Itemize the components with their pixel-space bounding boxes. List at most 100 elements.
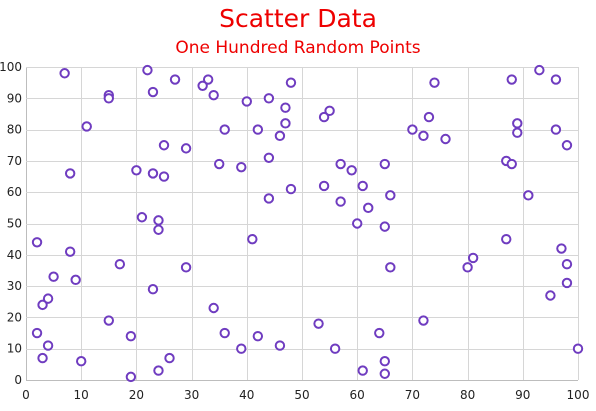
scatter-point [429,77,440,88]
scatter-point [236,161,247,173]
scatter-point [506,74,517,85]
y-tick-label: 60 [7,185,22,199]
x-tick-label: 40 [239,388,254,402]
scatter-point [42,293,54,304]
scatter-point [285,183,297,195]
scatter-point [103,315,115,326]
scatter-point [263,152,275,163]
scatter-point [147,86,159,98]
scatter-point [153,215,164,226]
scatter-point [125,330,137,342]
scatter-point [561,258,573,270]
scatter-point [131,165,142,176]
scatter-point [357,365,368,376]
scatter-point [208,89,219,101]
scatter-point [318,111,330,123]
scatter-point [164,352,175,364]
scatter-point [385,262,396,273]
scatter-point [197,80,208,91]
scatter-point [37,352,48,364]
scatter-point [202,74,214,85]
scatter-point [169,74,181,85]
scatter-point [379,368,390,379]
scatter-point [219,327,230,339]
scatter-point [363,202,374,214]
scatter-point [556,243,567,254]
y-tick-label: 0 [14,373,22,387]
y-tick-label: 90 [7,91,22,105]
scatter-point [114,258,126,270]
scatter-point [274,130,286,142]
scatter-point [352,218,363,229]
scatter-point [313,318,324,329]
scatter-point [142,64,153,76]
scatter-point [561,140,573,151]
scatter-point [241,96,253,107]
scatter-point [423,111,435,123]
scatter-point [147,168,159,179]
scatter-point [523,190,534,201]
scatter-point [335,158,346,170]
scatter-point [318,180,330,192]
scatter-point [280,102,291,113]
x-tick-label: 90 [515,388,530,402]
scatter-point [280,118,291,129]
chart-subtitle: One Hundred Random Points [175,38,420,58]
x-tick-label: 20 [129,388,144,402]
grid [26,67,579,381]
scatter-point [252,330,264,342]
scatter-point [379,356,390,367]
scatter-point [158,171,170,182]
scatter-point [274,340,286,351]
scatter-point [236,343,247,354]
scatter-point [501,233,512,245]
scatter-point [379,158,390,170]
scatter-point [329,343,341,354]
scatter-point [335,196,346,207]
scatter-point [385,190,396,201]
scatter-point [418,130,429,142]
scatter-point [153,365,164,376]
scatter-point [64,168,76,179]
scatter-point [31,237,43,248]
y-tick-label: 70 [7,154,22,168]
scatter-point [506,158,517,170]
x-tick-label: 50 [294,388,309,402]
x-tick-label: 60 [350,388,365,402]
x-tick-label: 10 [74,388,89,402]
scatter-point [440,133,451,145]
y-tick-label: 80 [7,123,22,137]
scatter-point [64,246,76,257]
scatter-point [125,371,137,383]
scatter-point [418,315,429,326]
tick-labels: 0 10 20 30 40 50 60 70 80 90 100 0 10 20 30 40 50 60 70 80 9… [0,60,589,402]
scatter-point [534,64,545,76]
chart-title: Scatter Data [219,4,377,33]
scatter-point [59,68,70,79]
y-tick-label: 40 [7,248,22,262]
y-tick-label: 100 [0,60,22,74]
x-tick-label: 100 [567,388,590,402]
scatter-point [550,124,562,135]
scatter-point [180,262,192,273]
scatter-point [346,165,357,176]
scatter-point [572,343,584,354]
scatter-point [561,277,573,289]
scatter-point [147,284,159,295]
scatter-point [70,274,81,286]
scatter-point [153,224,164,235]
data-points [31,64,584,383]
scatter-point [512,118,523,129]
scatter-point [324,105,335,117]
scatter-point [37,299,48,311]
scatter-point [81,121,92,132]
scatter-point [31,327,43,339]
scatter-point [42,340,54,351]
scatter-point [158,140,170,151]
scatter-point [252,124,264,135]
scatter-point [180,143,192,154]
x-tick-label: 80 [460,388,475,402]
scatter-point [550,74,562,85]
